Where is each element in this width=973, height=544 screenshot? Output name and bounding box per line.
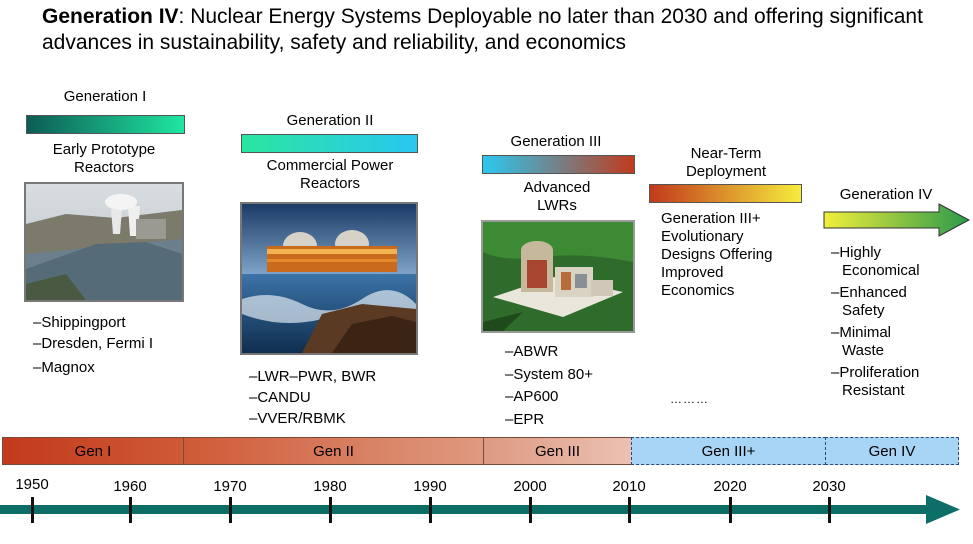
list-item: –LWR–PWR, BWR	[249, 368, 377, 385]
list-item: –Proliferation Resistant	[831, 364, 920, 399]
gen1-caption: Early Prototype Reactors	[24, 141, 184, 177]
list-item: –ABWR	[505, 343, 559, 360]
gen1-reactor-photo	[24, 182, 184, 302]
timeline-band-gen3plus: Gen III+	[631, 437, 826, 465]
title-bold: Generation IV	[42, 5, 179, 28]
list-item: –CANDU	[249, 389, 311, 406]
timeline-tick	[529, 497, 532, 523]
timeline-tick	[429, 497, 432, 523]
near-term-caption: Generation III+ Evolutionary Designs Off…	[661, 210, 811, 300]
gen4-list: –Highly Economical –Enhanced Safety –Minim…	[831, 244, 971, 400]
timeline-tick	[729, 497, 732, 523]
timeline-band-gen1: Gen I	[2, 437, 184, 465]
gen1-list: –Shippingport –Dresden, Fermi I –Magnox	[33, 312, 183, 378]
timeline-tick	[828, 497, 831, 523]
gen1-caption-line: Reactors	[73, 159, 135, 176]
year-label: 1990	[413, 478, 447, 495]
gen3-caption-line: LWRs	[537, 197, 577, 214]
caption-line: Designs Offering	[661, 246, 773, 263]
gen2-caption: Commercial Power Reactors	[245, 157, 415, 193]
list-item: –VVER/RBMK	[249, 410, 346, 427]
list-item: –AP600	[505, 388, 559, 405]
list-item: –Magnox	[33, 359, 95, 376]
timeline-band-gen3: Gen III	[483, 437, 632, 465]
gen3-caption-line: Advanced	[523, 179, 591, 196]
gen1-bar	[26, 115, 185, 134]
gen2-label: Generation II	[286, 112, 374, 129]
gen2-reactor-photo	[240, 202, 418, 355]
gen3-caption: Advanced LWRs	[487, 179, 627, 215]
near-term-label-line: Near-Term	[690, 145, 762, 162]
caption-line: Evolutionary	[661, 228, 744, 245]
year-label: 1970	[213, 478, 247, 495]
list-item: –System 80+	[505, 365, 593, 383]
list-item: –EPR	[505, 410, 545, 428]
timeline-arrow-icon	[0, 495, 960, 524]
title-rest: : Nuclear Energy Systems Deployable no l…	[42, 5, 923, 54]
year-label: 2030	[812, 478, 846, 495]
gen3-label: Generation III	[510, 133, 602, 150]
page-title: Generation IV: Nuclear Energy Systems De…	[42, 4, 962, 56]
timeline-tick	[628, 497, 631, 523]
caption-line: Improved	[661, 264, 724, 281]
year-label: 1980	[313, 478, 347, 495]
timeline-tick	[229, 497, 232, 523]
timeline-tick	[31, 497, 34, 523]
list-item: –Minimal Waste	[831, 324, 892, 359]
gen2-caption-line: Commercial Power	[266, 157, 394, 174]
gen1-caption-line: Early Prototype	[52, 141, 156, 158]
timeline-tick	[329, 497, 332, 523]
year-label: 1950	[15, 476, 49, 493]
gen4-arrow-icon	[823, 203, 971, 237]
near-term-bar	[649, 184, 802, 203]
year-label: 1960	[113, 478, 147, 495]
ellipsis-dots: ………	[670, 392, 709, 406]
gen1-label: Generation I	[63, 88, 147, 105]
timeline-band-gen4: Gen IV	[825, 437, 959, 465]
gen2-caption-line: Reactors	[299, 175, 361, 192]
year-label: 2010	[612, 478, 646, 495]
caption-line: Generation III+	[661, 210, 761, 227]
gen2-list: –LWR–PWR, BWR –CANDU –VVER/RBMK	[249, 366, 419, 429]
gen3-reactor-illustration	[481, 220, 635, 333]
timeline-band-gen2: Gen II	[183, 437, 484, 465]
gen2-bar	[241, 134, 418, 153]
gen3-list: –ABWR –System 80+ –AP600 –EPR	[505, 341, 635, 431]
near-term-label-line: Deployment	[685, 163, 767, 180]
gen3-bar	[482, 155, 635, 174]
timeline-tick	[129, 497, 132, 523]
near-term-label: Near-Term Deployment	[656, 145, 796, 181]
list-item: –Enhanced Safety	[831, 284, 907, 319]
year-label: 2000	[513, 478, 547, 495]
year-label: 2020	[713, 478, 747, 495]
list-item: –Highly Economical	[831, 244, 920, 279]
caption-line: Economics	[661, 282, 735, 299]
list-item: –Shippingport	[33, 314, 126, 331]
list-item: –Dresden, Fermi I	[33, 335, 154, 352]
gen4-label: Generation IV	[839, 186, 933, 203]
